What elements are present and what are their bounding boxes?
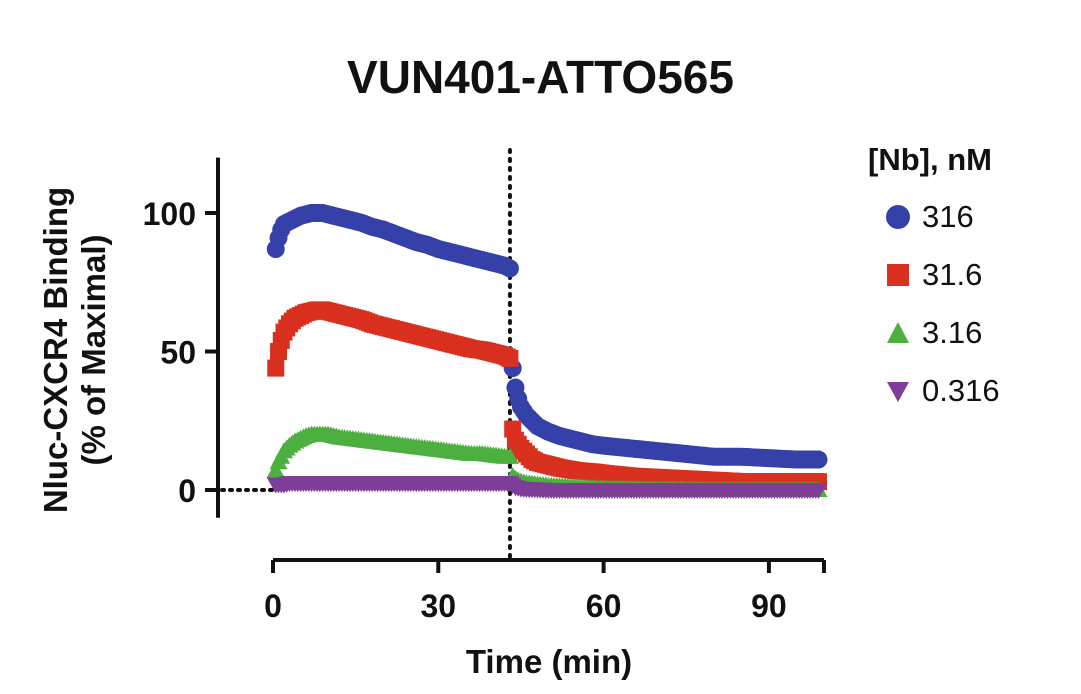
legend-marker-triangle-down [887, 382, 909, 402]
data-point [501, 349, 519, 367]
series-316 [266, 204, 828, 469]
x-tick-label: 60 [586, 588, 622, 624]
legend-item-3-16: 3.16 [868, 304, 1000, 362]
y-tick-label: 0 [178, 473, 196, 509]
legend-label: 316 [922, 199, 974, 234]
x-tick-label: 0 [264, 588, 282, 624]
series-0-316 [266, 476, 828, 499]
chart-title: VUN401-ATTO565 [347, 51, 734, 103]
data-point [809, 483, 828, 499]
data-marks [266, 204, 828, 499]
y-tick-label: 50 [160, 335, 196, 371]
legend-label: 3.16 [922, 315, 983, 350]
x-axis-label: Time (min) [465, 643, 633, 680]
legend: [Nb], nM 316 31.6 3.16 0.316 [868, 142, 1000, 420]
data-point [266, 461, 285, 478]
data-point [809, 450, 828, 469]
legend-item-316: 316 [868, 188, 1000, 246]
data-point [267, 359, 285, 377]
legend-label: 0.316 [922, 373, 1000, 408]
axes: 0 50 100 0 30 60 90 [143, 148, 826, 624]
legend-title: [Nb], nM [868, 142, 992, 177]
y-tick-label: 100 [143, 196, 196, 232]
legend-item-0-316: 0.316 [868, 362, 1000, 420]
x-tick-label: 30 [421, 588, 457, 624]
data-point [500, 259, 519, 278]
legend-item-31-6: 31.6 [868, 246, 1000, 304]
legend-label: 31.6 [922, 257, 983, 292]
legend-marker-triangle-up [887, 322, 909, 343]
legend-marker-square [887, 264, 909, 286]
x-tick-label: 90 [751, 588, 787, 624]
legend-marker-circle [886, 205, 910, 229]
data-point [500, 447, 519, 464]
